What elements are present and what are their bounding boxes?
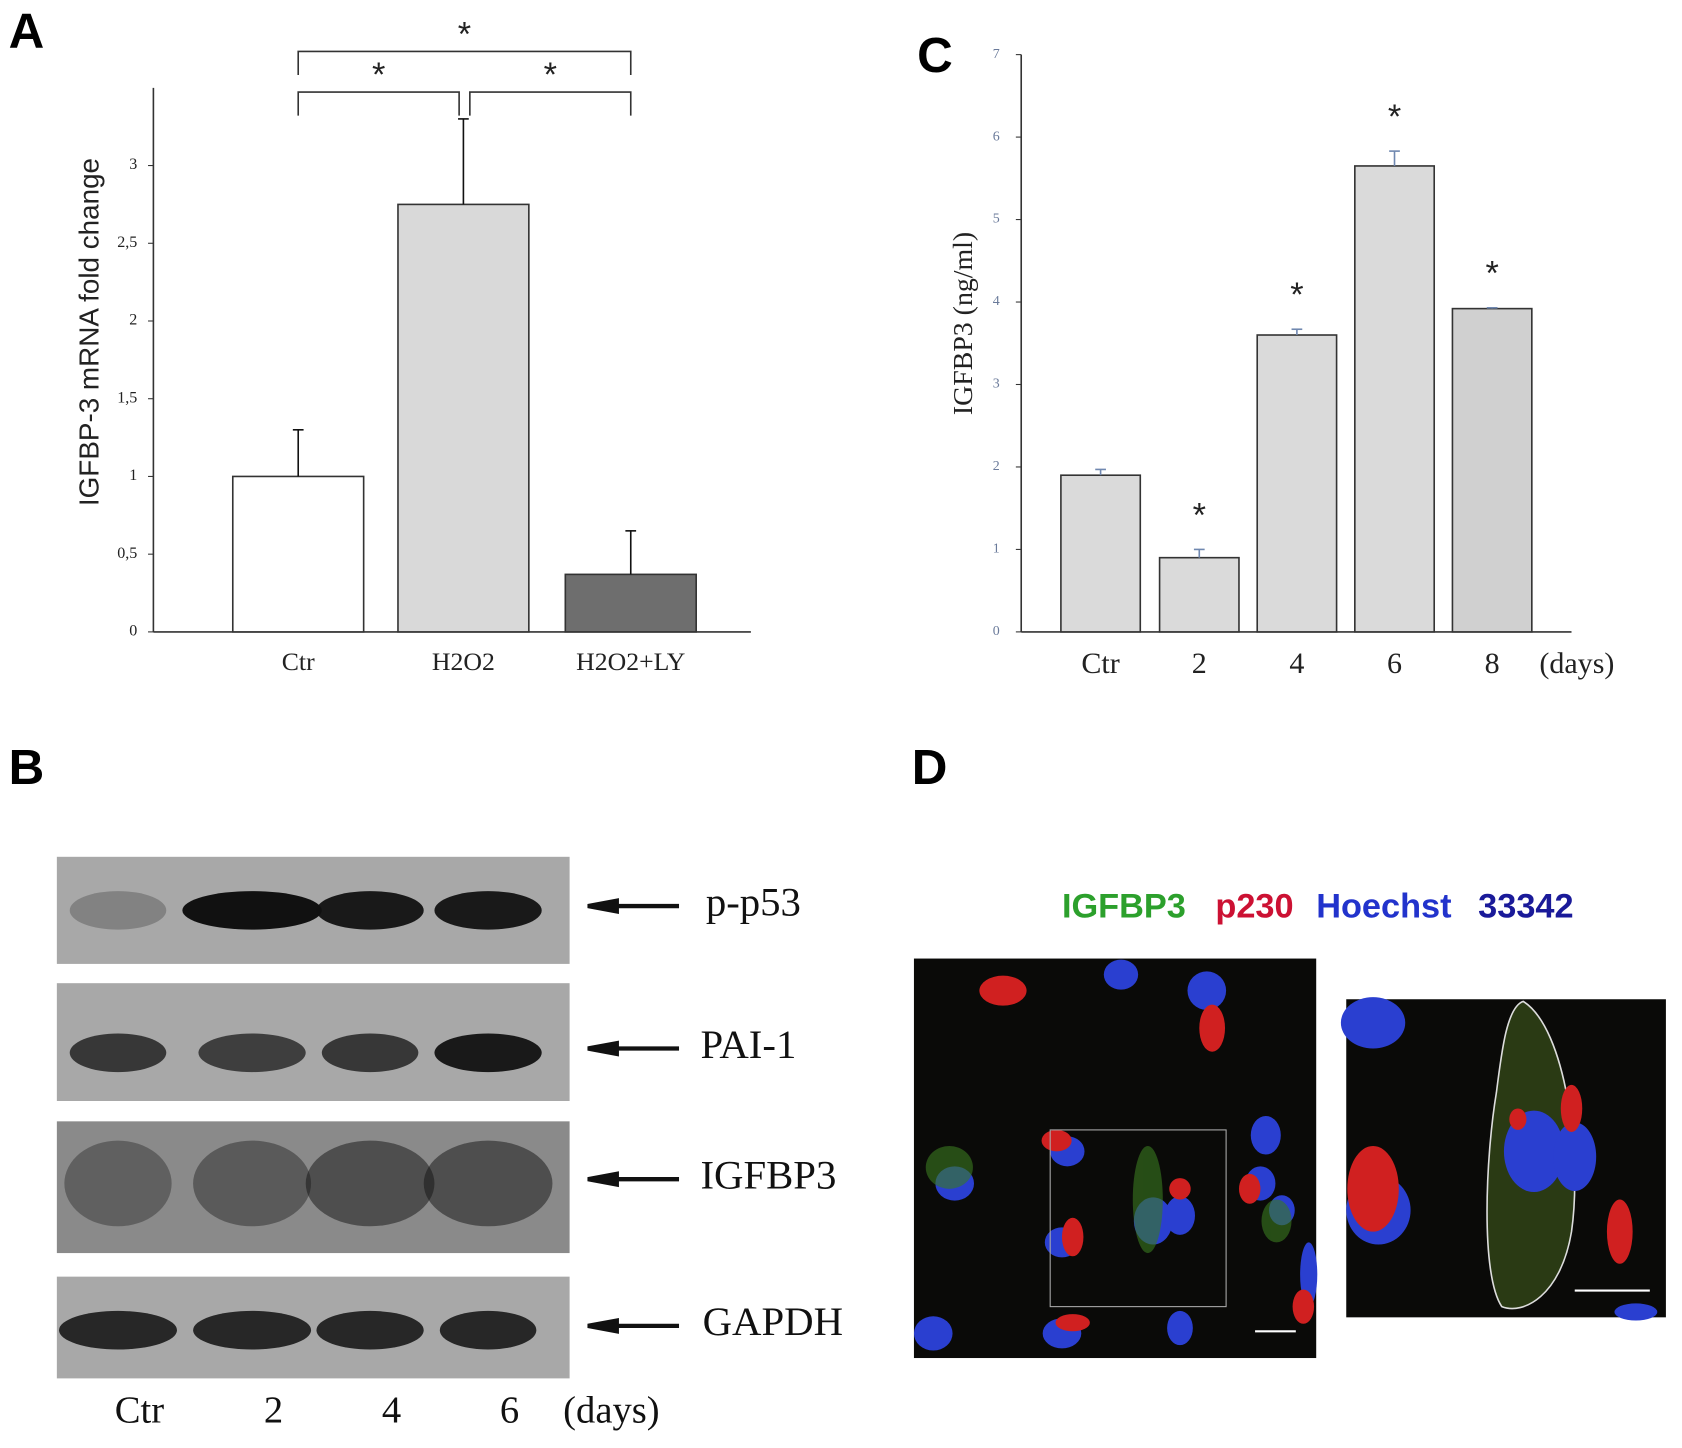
y-tick-label: 2,5 <box>117 234 137 251</box>
y-tick-label: 1,5 <box>117 389 137 406</box>
lane-label: 2 <box>264 1390 283 1432</box>
y-tick-label: 0,5 <box>117 545 137 562</box>
significance-mark: * <box>1290 276 1303 314</box>
protein-label: p-p53 <box>706 879 801 924</box>
lane-label: 4 <box>382 1390 401 1432</box>
significance-bracket <box>469 91 632 116</box>
blot-band <box>193 1140 312 1227</box>
significance-mark: * <box>1388 98 1401 136</box>
stain-label: IGFBP3 <box>1062 887 1186 925</box>
panel-label: C <box>917 28 953 83</box>
panel-label: A <box>9 3 45 58</box>
y-tick-label: 2 <box>129 312 137 329</box>
y-tick-label: 2 <box>993 459 1000 474</box>
bar <box>231 475 365 633</box>
blot-band <box>193 1310 312 1350</box>
protein-label: PAI-1 <box>700 1022 796 1067</box>
y-tick-label: 7 <box>993 47 1000 62</box>
stain-label: Hoechst <box>1316 887 1451 925</box>
arrow <box>587 1040 680 1057</box>
blot-band <box>58 1310 177 1350</box>
bar <box>564 573 697 633</box>
y-tick-label: 5 <box>993 212 1000 227</box>
bar <box>1158 556 1240 633</box>
arrow <box>587 1317 680 1334</box>
lane-unit: (days) <box>563 1390 659 1432</box>
blot-band <box>423 1140 553 1227</box>
x-tick-label: 2 <box>1192 647 1207 680</box>
blot-band <box>316 1310 424 1350</box>
significance-mark: * <box>1485 255 1498 293</box>
significance-mark: * <box>372 56 385 94</box>
blot-band <box>305 1140 435 1227</box>
micrograph <box>913 958 1666 1359</box>
blot-band <box>321 1033 419 1073</box>
bar <box>1354 165 1436 633</box>
x-axis-label: (days) <box>1539 647 1614 680</box>
blot-band <box>316 891 424 930</box>
protein-label: GAPDH <box>703 1299 843 1344</box>
y-axis-label: IGFBP-3 mRNA fold change <box>74 158 105 506</box>
blot-band <box>69 891 167 930</box>
y-tick-label: 0 <box>993 624 1000 639</box>
x-tick-label: 8 <box>1485 647 1500 680</box>
significance-mark: * <box>458 15 471 53</box>
y-axis-label: IGFBP3 (ng/ml) <box>948 232 979 415</box>
y-tick-label: 3 <box>993 377 1000 392</box>
arrow <box>587 898 680 915</box>
significance-mark: * <box>544 56 557 94</box>
blot-band <box>434 891 542 930</box>
x-tick-label: 4 <box>1289 647 1304 680</box>
bar <box>1451 307 1533 633</box>
blot-band <box>64 1140 172 1227</box>
panel-label: D <box>912 740 948 795</box>
blot-band <box>439 1310 537 1350</box>
y-tick-label: 3 <box>129 156 137 173</box>
bar <box>1060 474 1142 633</box>
y-tick-label: 4 <box>993 294 1000 309</box>
significance-bracket <box>297 91 460 116</box>
blot-band <box>434 1033 542 1073</box>
y-tick-label: 6 <box>993 129 1000 144</box>
panel-label: B <box>9 740 45 795</box>
bar <box>1256 334 1338 633</box>
x-tick-label: 6 <box>1387 647 1402 680</box>
x-tick-label: Ctr <box>1081 647 1119 680</box>
lane-label: 6 <box>500 1390 519 1432</box>
blot-band <box>198 1033 306 1073</box>
bar <box>397 203 530 633</box>
lane-label: Ctr <box>115 1390 164 1432</box>
blot-band <box>69 1033 167 1073</box>
protein-label: IGFBP3 <box>700 1153 836 1198</box>
arrow <box>587 1171 680 1188</box>
x-tick-label: H2O2+LY <box>576 647 685 676</box>
stain-label: p230 <box>1215 887 1293 925</box>
significance-bracket <box>297 50 632 75</box>
x-tick-label: Ctr <box>282 647 315 676</box>
significance-mark: * <box>1193 496 1206 534</box>
y-tick-label: 1 <box>129 467 137 484</box>
y-tick-label: 1 <box>993 542 1000 557</box>
x-tick-label: H2O2 <box>432 647 495 676</box>
stain-label: 33342 <box>1478 887 1573 925</box>
y-tick-label: 0 <box>129 623 137 640</box>
blot-band <box>182 891 322 930</box>
